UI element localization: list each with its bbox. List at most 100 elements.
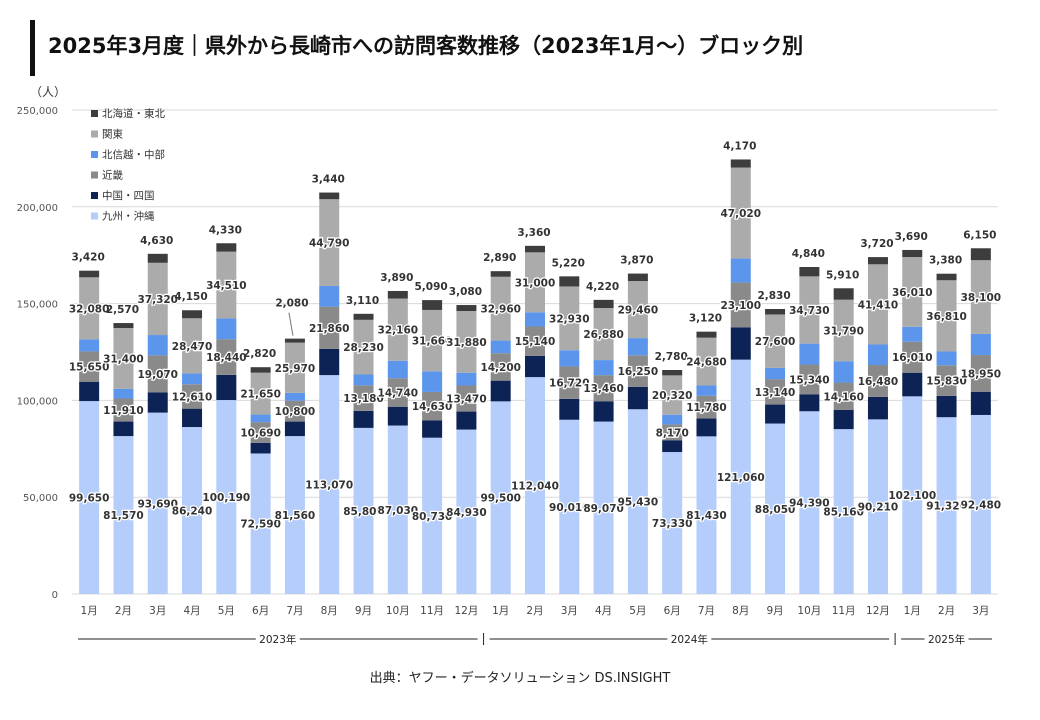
bar-segment (867, 344, 888, 365)
bar-segment (730, 282, 751, 328)
data-label: 91,320 (926, 501, 967, 513)
bar-segment (456, 372, 477, 386)
data-label: 72,590 (240, 519, 281, 531)
bar-segment (696, 418, 717, 437)
bar-segment (182, 384, 203, 409)
data-label: 23,100 (721, 300, 762, 312)
data-label: 112,040 (511, 481, 559, 493)
bar-segment (525, 245, 545, 253)
year-group-label: 2025年 (928, 633, 965, 646)
data-label: 81,560 (275, 510, 316, 522)
x-tick-label: 3月 (561, 605, 578, 617)
data-label: 95,430 (618, 497, 659, 509)
bar-segment (319, 306, 340, 349)
bar-segment (387, 360, 408, 379)
bar-segment (970, 355, 991, 392)
bar-segment (250, 453, 271, 594)
data-label: 10,800 (275, 406, 316, 418)
bar-segment (147, 392, 168, 413)
data-label: 15,340 (789, 374, 830, 386)
y-tick-label: 100,000 (17, 396, 58, 407)
bar-segment (799, 411, 820, 594)
bar-segment (113, 328, 134, 389)
data-label: 31,000 (515, 277, 556, 289)
bar-segment (147, 335, 168, 356)
x-tick-label: 6月 (252, 605, 269, 617)
data-label: 102,100 (888, 490, 936, 502)
bar-segment (696, 395, 717, 419)
x-tick-label: 2月 (938, 605, 955, 617)
bar-segment (319, 199, 340, 286)
x-tick-label: 4月 (595, 605, 612, 617)
legend-swatch (91, 212, 98, 220)
bar-segment (970, 248, 991, 261)
bar-segment (216, 374, 237, 401)
bar-segment (559, 419, 580, 594)
bar-segment (525, 355, 545, 378)
data-label: 31,660 (412, 336, 453, 348)
bar-segment (353, 410, 374, 428)
bar-segment (627, 355, 648, 387)
data-label: 99,500 (480, 493, 521, 505)
data-label: 84,930 (446, 507, 487, 519)
bar-segment (284, 338, 305, 343)
bar-segment (627, 281, 648, 339)
year-group-label: 2024年 (671, 633, 708, 646)
bar-segment (833, 361, 854, 383)
bar-segment (147, 253, 168, 263)
source-note: 出典：ヤフー・データソリューション DS.INSIGHT (369, 671, 671, 686)
bar-segment (79, 381, 100, 402)
data-label: 8,170 (656, 427, 689, 439)
bar-segment (525, 377, 545, 594)
bar-segment (833, 409, 854, 430)
bar-segment (353, 319, 374, 375)
bar-segment (696, 436, 717, 594)
top-data-label: 2,780 (655, 351, 688, 363)
legend-label: 中国・四国 (102, 189, 155, 202)
bar-segment (765, 367, 786, 380)
bar-segment (456, 305, 477, 311)
data-label: 13,460 (583, 383, 624, 395)
bar-segment (456, 429, 477, 594)
top-data-label: 2,570 (106, 304, 139, 316)
x-tick-label: 9月 (355, 605, 372, 617)
bar-segment (559, 366, 580, 399)
bar-segment (353, 313, 374, 320)
bar-segment (182, 408, 203, 428)
bar-segment (765, 308, 786, 315)
bar-segment (387, 290, 408, 299)
x-tick-label: 2月 (115, 605, 132, 617)
bar-segment (730, 159, 751, 168)
data-label: 87,030 (378, 505, 419, 517)
bar-segment (147, 355, 168, 393)
x-tick-label: 1月 (81, 605, 98, 617)
top-data-label: 5,090 (415, 281, 448, 293)
data-label: 94,390 (789, 498, 830, 510)
top-data-label: 3,690 (895, 231, 928, 243)
bar-segment (353, 385, 374, 411)
data-label: 27,600 (755, 336, 796, 348)
data-label: 16,010 (892, 352, 933, 364)
data-label: 32,960 (480, 304, 521, 316)
top-data-label: 3,440 (312, 174, 345, 186)
bar-segment (422, 437, 443, 594)
bar-segment (593, 421, 614, 594)
data-label: 32,080 (69, 303, 110, 315)
data-label: 21,860 (309, 323, 350, 335)
bar-segment (319, 348, 340, 376)
bar-segment (182, 373, 203, 385)
data-label: 85,800 (343, 506, 384, 518)
bar-segment (216, 251, 237, 319)
bar-segment (799, 267, 820, 277)
x-tick-label: 12月 (454, 605, 478, 617)
data-label: 16,250 (618, 366, 659, 378)
bar-segment (627, 409, 648, 594)
y-axis-unit-label: （人） (30, 85, 66, 99)
bar-segment (593, 299, 614, 309)
bar-segment (79, 401, 100, 594)
legend-swatch (91, 171, 98, 179)
data-label: 81,570 (103, 510, 144, 522)
bar-segment (765, 379, 786, 405)
bar-segment (387, 425, 408, 594)
